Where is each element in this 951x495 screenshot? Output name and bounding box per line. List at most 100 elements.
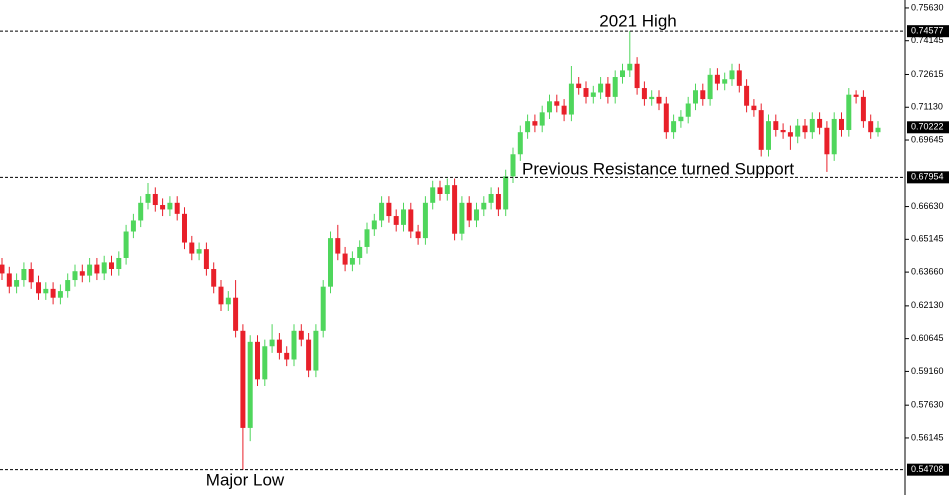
candle-body [685,103,691,117]
candle-body [678,116,684,122]
candle-body [145,193,151,203]
candle-body [532,121,538,126]
level-label: 0.70222 [911,122,944,132]
candle-body [225,297,231,305]
candle-body [284,352,290,360]
candle-body [758,110,764,150]
candle-body [583,88,589,97]
level-label: 0.74577 [911,26,944,36]
candle-body [853,94,859,97]
candle-body [809,118,815,133]
y-tick-label: 0.72615 [911,69,944,79]
candle-body [649,96,655,100]
candle-body [269,339,275,347]
candle-body [875,127,881,133]
candle-body [116,257,122,270]
candle-body [50,288,56,298]
candle-body [459,202,465,234]
candle-body [590,92,596,97]
candle-body [656,96,662,104]
candle-body [430,187,436,203]
candle-body [255,341,260,380]
candle-body [320,286,326,331]
candle-body [576,83,582,89]
candle-body [415,231,421,239]
candle-body [196,249,202,254]
candle-body [751,105,757,111]
y-tick-label: 0.74145 [911,35,944,45]
level-label-box [907,463,949,476]
candle-body [87,264,93,276]
candle-body [160,205,166,210]
level-label-box [907,121,949,134]
candle-body [437,187,443,194]
candle-body [101,262,107,274]
candle-body [554,101,560,106]
candle-body [408,209,414,232]
annotation: Major Low [206,470,285,489]
candle-body [276,339,282,353]
candle-body [831,118,837,155]
candle-body [94,264,100,274]
candle-body [466,202,472,221]
candle-body [138,202,144,221]
candle-body [218,286,224,305]
candle-body [722,79,728,84]
candle-body [306,339,312,371]
y-tick-label: 0.60645 [911,333,944,343]
candle-body [663,103,669,133]
y-tick-label: 0.65145 [911,234,944,244]
candle-body [401,209,406,225]
candle-body [452,185,458,234]
y-tick-label: 0.63660 [911,266,944,276]
y-tick-label: 0.71130 [911,102,943,112]
candle-body [634,63,640,89]
candle-body [342,253,348,265]
candle-body [371,220,377,230]
candle-body [6,273,12,287]
y-tick-label: 0.69645 [911,134,944,144]
candle-body [72,271,78,281]
candle-body [182,213,187,243]
candle-body [474,209,479,221]
y-tick-label: 0.57630 [911,400,944,410]
candle-body [693,90,698,104]
candle-body [298,330,304,340]
candle-body [14,280,20,287]
y-tick-label: 0.66630 [911,201,944,211]
candle-body [729,70,735,80]
candle-body [488,193,494,203]
candle-body [547,101,552,113]
candle-body [357,246,363,258]
candle-body [495,193,501,210]
candle-body [787,132,793,137]
candle-body [79,271,85,276]
candle-body [802,125,808,133]
candle-body [174,202,180,214]
candle-body [247,341,253,428]
candle-body [817,118,823,128]
candle-body [612,77,618,97]
candle-body [517,132,523,155]
candle-body [130,220,136,232]
candle-body [189,242,195,254]
candle-body [503,176,509,210]
candle-body [393,216,399,225]
candle-body [36,282,41,294]
candle-body [109,262,114,270]
candle-body [422,202,428,239]
candle-body [386,202,392,217]
candle-body [349,257,355,265]
candle-body [824,127,830,155]
candle-body [641,88,647,100]
candle-body [335,238,341,254]
candle-body [21,269,27,281]
candle-body [262,346,268,380]
level-label: 0.67954 [911,172,944,182]
candle-body [700,90,706,100]
candle-body [233,297,239,331]
candle-body [364,229,370,247]
candle-body [167,202,173,210]
candle-body [598,83,604,93]
